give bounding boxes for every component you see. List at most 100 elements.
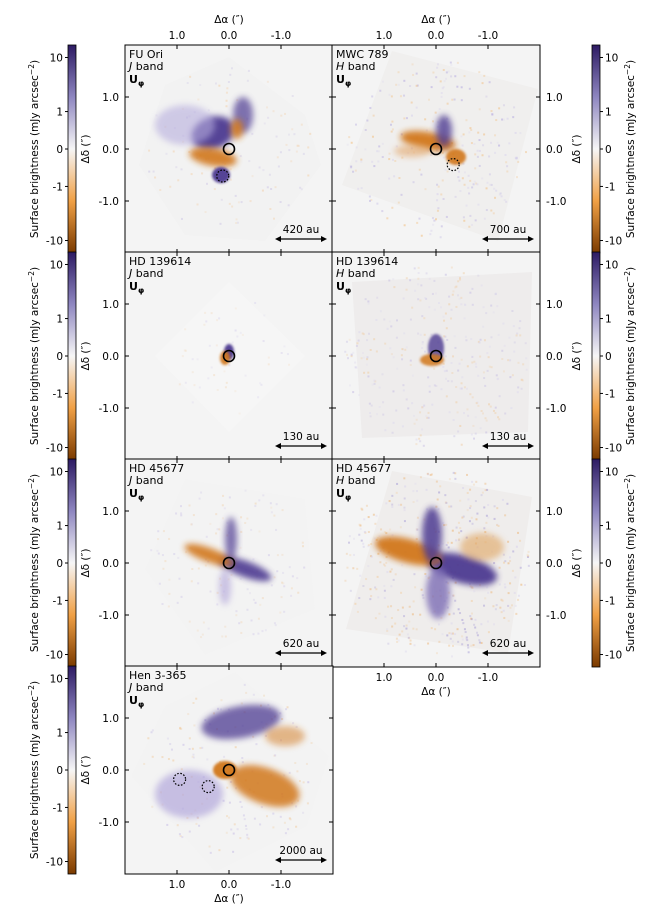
- noise-pixel: [188, 747, 191, 750]
- noise-pixel: [429, 233, 432, 236]
- noise-pixel: [494, 608, 497, 611]
- noise-pixel: [177, 556, 180, 559]
- noise-pixel: [496, 378, 499, 381]
- noise-pixel: [458, 276, 461, 279]
- noise-pixel: [440, 95, 443, 98]
- noise-pixel: [348, 338, 351, 341]
- x-tick-label: -1.0: [271, 30, 292, 42]
- noise-pixel: [258, 530, 261, 533]
- noise-pixel: [464, 335, 467, 338]
- noise-pixel: [463, 75, 466, 78]
- noise-pixel: [405, 398, 408, 401]
- noise-pixel: [275, 503, 278, 506]
- noise-pixel: [399, 95, 402, 98]
- noise-pixel: [297, 144, 300, 147]
- noise-pixel: [284, 112, 287, 115]
- noise-pixel: [183, 349, 186, 352]
- noise-pixel: [459, 499, 462, 502]
- noise-pixel: [409, 318, 412, 321]
- noise-pixel: [502, 553, 505, 556]
- noise-pixel: [436, 183, 439, 186]
- noise-pixel: [463, 171, 466, 174]
- noise-pixel: [411, 63, 414, 66]
- noise-pixel: [494, 292, 497, 295]
- noise-pixel: [450, 632, 453, 635]
- noise-pixel: [188, 620, 191, 623]
- colorbar-label-exponent: −2: [27, 685, 36, 696]
- band-letter: J: [127, 681, 132, 694]
- noise-pixel: [237, 201, 240, 204]
- noise-pixel: [488, 155, 491, 158]
- noise-pixel: [383, 596, 386, 599]
- colorbar-tick-label: 10: [50, 52, 63, 64]
- target-name: Hen 3-365: [129, 669, 186, 682]
- x-tick-label: 0.0: [221, 879, 238, 891]
- noise-pixel: [283, 345, 286, 348]
- noise-pixel: [490, 304, 493, 307]
- scale-bar-arrow-right: [321, 650, 327, 656]
- noise-pixel: [437, 185, 440, 188]
- noise-pixel: [425, 272, 428, 275]
- emission-blob: [155, 105, 215, 145]
- noise-pixel: [390, 568, 393, 571]
- noise-pixel: [170, 748, 173, 751]
- noise-pixel: [516, 176, 519, 179]
- noise-pixel: [519, 539, 522, 542]
- noise-pixel: [247, 837, 250, 840]
- noise-pixel: [388, 500, 391, 503]
- noise-pixel: [432, 71, 435, 74]
- noise-pixel: [437, 508, 440, 511]
- noise-pixel: [457, 280, 460, 283]
- colorbar-tick-label: -10: [46, 236, 63, 248]
- noise-pixel: [270, 506, 273, 509]
- noise-pixel: [190, 523, 193, 526]
- y-tick-label: -1.0: [99, 403, 120, 415]
- band-word: band: [344, 267, 375, 280]
- noise-pixel: [396, 640, 399, 643]
- band-word: band: [132, 681, 163, 694]
- noise-pixel: [498, 193, 501, 196]
- noise-pixel: [372, 513, 375, 516]
- noise-pixel: [466, 639, 469, 642]
- noise-pixel: [510, 407, 513, 410]
- noise-pixel: [376, 413, 379, 416]
- noise-pixel: [494, 134, 497, 137]
- noise-pixel: [369, 415, 372, 418]
- noise-pixel: [414, 586, 417, 589]
- y-axis-label: Δδ (″): [80, 341, 92, 370]
- noise-pixel: [424, 188, 427, 191]
- noise-pixel: [519, 132, 522, 135]
- noise-pixel: [255, 743, 258, 746]
- noise-pixel: [442, 156, 445, 159]
- noise-pixel: [261, 630, 264, 633]
- noise-pixel: [169, 185, 172, 188]
- noise-pixel: [417, 283, 420, 286]
- noise-pixel: [419, 440, 422, 443]
- noise-pixel: [259, 382, 262, 385]
- noise-pixel: [433, 219, 436, 222]
- colorbar-label: Surface brightness (mJy arcsec−2): [27, 267, 41, 445]
- noise-pixel: [168, 578, 171, 581]
- colorbar-tick-label: -10: [46, 650, 63, 662]
- noise-pixel: [162, 567, 165, 570]
- noise-pixel: [272, 110, 275, 113]
- noise-pixel: [433, 308, 436, 311]
- noise-pixel: [266, 106, 269, 109]
- noise-pixel: [200, 636, 203, 639]
- noise-pixel: [422, 596, 425, 599]
- noise-pixel: [450, 308, 453, 311]
- noise-pixel: [169, 743, 172, 746]
- noise-pixel: [485, 419, 488, 422]
- noise-pixel: [495, 189, 498, 192]
- noise-pixel: [367, 375, 370, 378]
- noise-pixel: [415, 72, 418, 75]
- noise-pixel: [223, 370, 226, 373]
- noise-pixel: [425, 508, 428, 511]
- noise-pixel: [502, 370, 505, 373]
- noise-pixel: [407, 636, 410, 639]
- noise-pixel: [424, 575, 427, 578]
- noise-pixel: [281, 509, 284, 512]
- noise-pixel: [386, 571, 389, 574]
